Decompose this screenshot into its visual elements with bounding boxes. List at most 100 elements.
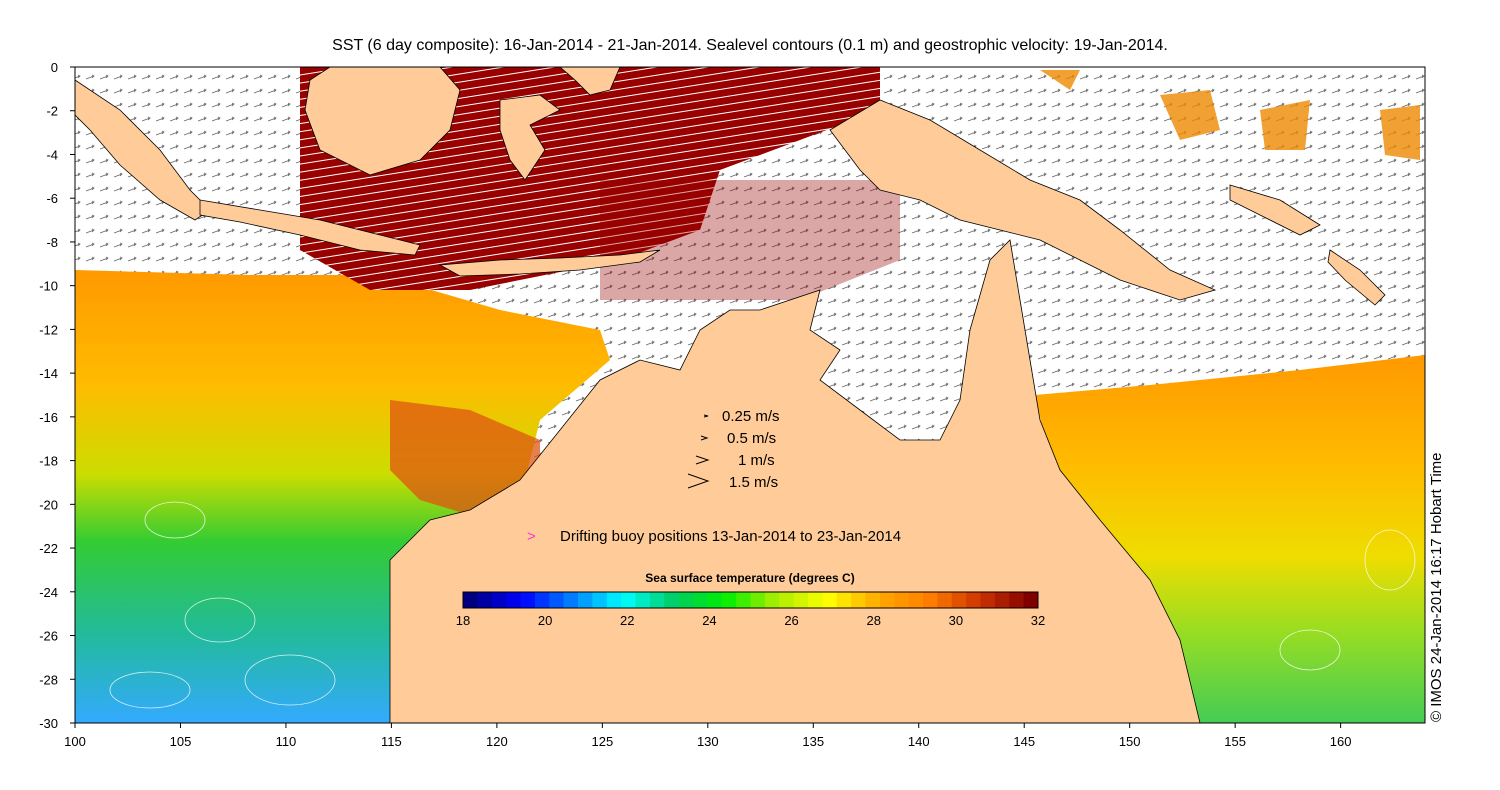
y-tick-label: -14 (39, 366, 58, 381)
y-tick-label: -10 (39, 279, 58, 294)
colorbar-cell (908, 592, 924, 608)
x-axis: 100 105 110 115 120 125 130 135 140 145 150 155 160 (64, 723, 1351, 749)
velocity-label-1: 1 m/s (738, 452, 775, 469)
y-tick-label: -4 (46, 147, 58, 162)
colorbar-cell (1023, 592, 1039, 608)
colorbar-cell (851, 592, 866, 608)
velocity-arrow-1 (695, 455, 710, 465)
x-tick-label: 105 (170, 734, 192, 749)
sst-region-coral-sea (1035, 355, 1425, 723)
colorbar-cell (736, 592, 751, 608)
x-tick-label: 150 (1119, 734, 1141, 749)
colorbar-cell (678, 592, 694, 608)
credit-label: © IMOS 24-Jan-2014 16:17 Hobart Time (1428, 452, 1445, 722)
colorbar-cell (520, 592, 536, 608)
colorbar-cell (980, 592, 996, 608)
velocity-arrow-0.25 (703, 414, 709, 418)
colorbar-cell (635, 592, 651, 608)
colorbar-cell (1009, 592, 1025, 608)
x-tick-label: 140 (908, 734, 930, 749)
sst-region-maritime-continent-east (600, 180, 900, 300)
colorbar-cell (937, 592, 953, 608)
sealevel-contours (109, 501, 1416, 709)
colorbar-tick-label: 30 (949, 613, 963, 628)
colorbar-tick-label: 18 (456, 613, 470, 628)
colorbar-cell (664, 592, 680, 608)
sst-region-indian-ocean (75, 270, 610, 723)
colorbar-cell (606, 592, 622, 608)
x-tick-label: 100 (64, 734, 86, 749)
buoy-legend: > Drifting buoy positions 13-Jan-2014 to… (527, 528, 901, 545)
x-tick-label: 115 (381, 734, 402, 749)
colorbar-cell (822, 592, 838, 608)
y-axis: 0 -2 -4 -6 -8 -10 -12 -14 -16 -18 -20 -22 -24 -26 -28 -… (39, 60, 75, 731)
colorbar-cell (994, 592, 1010, 608)
land-philippines-south (559, 67, 621, 96)
x-tick-label: 120 (486, 734, 508, 749)
colorbar-tick-label: 22 (620, 613, 634, 628)
y-tick-label: -20 (39, 497, 58, 512)
colorbar-cell (793, 592, 809, 608)
land-sumatra (75, 79, 211, 221)
colorbar-cell (477, 592, 493, 608)
colorbar-cell (693, 592, 708, 608)
y-tick-label: -2 (46, 104, 58, 119)
velocity-label-0.5: 0.5 m/s (727, 430, 776, 447)
colorbar-cell (966, 592, 981, 608)
land-timor-chain (438, 249, 661, 277)
colorbar-cell (721, 592, 737, 608)
colorbar-tick-label: 26 (784, 613, 798, 628)
velocity-label-0.25: 0.25 m/s (722, 408, 780, 425)
colorbar-cell (808, 592, 823, 608)
land-sulawesi (499, 94, 561, 181)
colorbar-cells (463, 592, 1039, 608)
colorbar-tick-label: 24 (702, 613, 716, 628)
sst-region-warm-northwest (390, 400, 540, 515)
y-tick-label: -26 (39, 629, 58, 644)
map-title: SST (6 day composite): 16-Jan-2014 - 21-… (332, 37, 1168, 54)
colorbar-cell (549, 592, 565, 608)
colorbar-title: Sea surface temperature (degrees C) (645, 571, 854, 585)
colorbar-cell (563, 592, 579, 608)
land-java (199, 199, 421, 256)
velocity-label-1.5: 1.5 m/s (729, 474, 778, 491)
x-tick-label: 160 (1330, 734, 1352, 749)
x-tick-label: 130 (697, 734, 719, 749)
colorbar: Sea surface temperature (degrees C) 18 20… (456, 571, 1045, 628)
y-tick-label: -30 (39, 716, 58, 731)
colorbar-cell (649, 592, 665, 608)
colorbar-cell (491, 592, 507, 608)
y-tick-label: 0 (51, 60, 58, 75)
colorbar-tick-label: 20 (538, 613, 552, 628)
y-tick-label: -28 (39, 672, 58, 687)
colorbar-cell (879, 592, 895, 608)
plot-frame (74, 66, 1426, 724)
colorbar-ticks: 18 20 22 24 26 28 30 32 (456, 613, 1045, 628)
y-tick-label: -12 (39, 322, 58, 337)
land-borneo (304, 67, 461, 176)
colorbar-cell (836, 592, 852, 608)
colorbar-cell (592, 592, 608, 608)
colorbar-cell (865, 592, 881, 608)
colorbar-cell (764, 592, 780, 608)
colorbar-cell (951, 592, 967, 608)
y-tick-label: -24 (39, 585, 58, 600)
colorbar-tick-label: 32 (1031, 613, 1045, 628)
colorbar-cell (779, 592, 795, 608)
colorbar-cell (707, 592, 723, 608)
y-tick-label: -18 (39, 454, 58, 469)
x-tick-label: 145 (1013, 734, 1035, 749)
land-new-britain (1229, 184, 1321, 236)
colorbar-cell (923, 592, 938, 608)
x-tick-label: 155 (1224, 734, 1246, 749)
colorbar-frame (462, 591, 1039, 609)
buoy-symbol: > (527, 528, 536, 545)
x-tick-label: 125 (591, 734, 613, 749)
y-tick-label: -6 (46, 191, 58, 206)
colorbar-cell (506, 592, 521, 608)
velocity-arrow-1.5 (687, 473, 710, 489)
colorbar-cell (621, 592, 636, 608)
velocity-legend: 0.25 m/s 0.5 m/s 1 m/s 1.5 m/s (687, 408, 780, 491)
colorbar-cell (894, 592, 910, 608)
colorbar-cell (534, 592, 550, 608)
